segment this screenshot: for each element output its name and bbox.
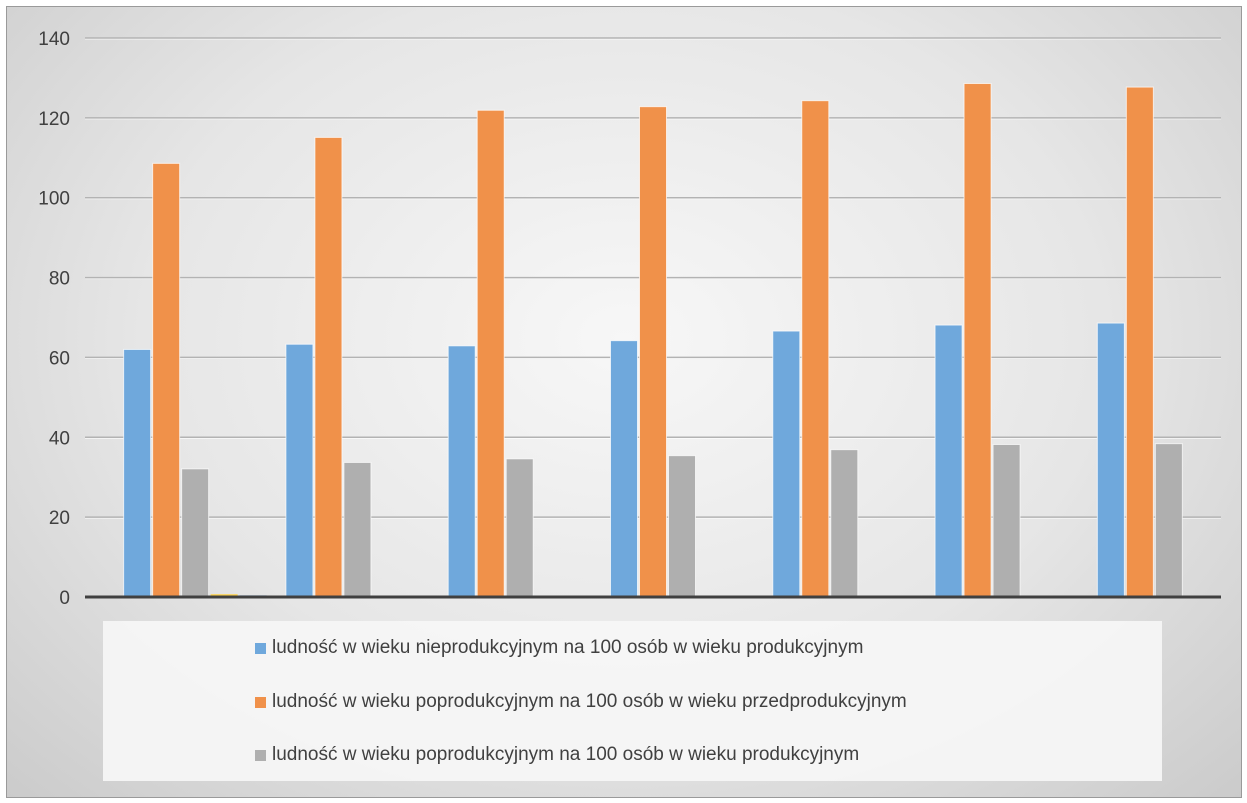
y-tick-label: 140 [38, 29, 70, 50]
legend-item-3: ludność w wieku poprodukcyjnym na 100 os… [255, 744, 859, 766]
legend-item-2: ludność w wieku poprodukcyjnym na 100 os… [255, 691, 907, 713]
bar-series-2 [801, 100, 830, 598]
legend: ludność w wieku nieprodukcyjnym na 100 o… [103, 621, 1162, 781]
legend-item-1: ludność w wieku nieprodukcyjnym na 100 o… [255, 637, 863, 659]
bar-series-2 [476, 109, 505, 598]
bar-series-2 [314, 136, 343, 598]
y-tick-label: 40 [49, 428, 70, 449]
bar-series-3 [992, 443, 1021, 598]
y-tick-label: 20 [49, 508, 70, 529]
bar-series-3 [668, 455, 696, 598]
y-tick-label: 80 [49, 269, 70, 290]
legend-swatch-1 [255, 642, 266, 654]
bar-series-3 [181, 468, 210, 598]
bar-series-2 [963, 83, 992, 598]
legend-swatch-3 [255, 749, 266, 761]
legend-label-1: ludność w wieku nieprodukcyjnym na 100 o… [272, 637, 864, 658]
bar-series-3 [505, 458, 534, 598]
bar-series-1 [1096, 322, 1125, 598]
legend-swatch-2 [255, 696, 266, 708]
bar-series-3 [1154, 443, 1183, 598]
bar-series-1 [610, 340, 638, 598]
chart-area: 0204060801001201401234567 ludność w wiek… [6, 6, 1242, 798]
bar-series-3 [343, 461, 372, 598]
y-tick-label: 100 [38, 189, 70, 210]
y-tick-label: 60 [49, 348, 70, 369]
bar-series-1 [772, 330, 801, 598]
legend-label-2: ludność w wieku poprodukcyjnym na 100 os… [272, 691, 907, 712]
plot-area: 0204060801001201401234567 [38, 29, 1221, 609]
bar-series-1 [123, 348, 152, 598]
bar-series-3 [830, 449, 859, 598]
bar-series-2 [639, 106, 667, 598]
y-tick-label: 120 [38, 109, 70, 130]
bar-series-2 [152, 162, 181, 598]
y-tick-label: 0 [59, 588, 70, 609]
bar-series-1 [934, 324, 963, 598]
bar-series-1 [285, 343, 314, 598]
legend-label-3: ludność w wieku poprodukcyjnym na 100 os… [272, 744, 860, 765]
bar-series-1 [447, 345, 476, 598]
bar-series-2 [1125, 86, 1154, 598]
